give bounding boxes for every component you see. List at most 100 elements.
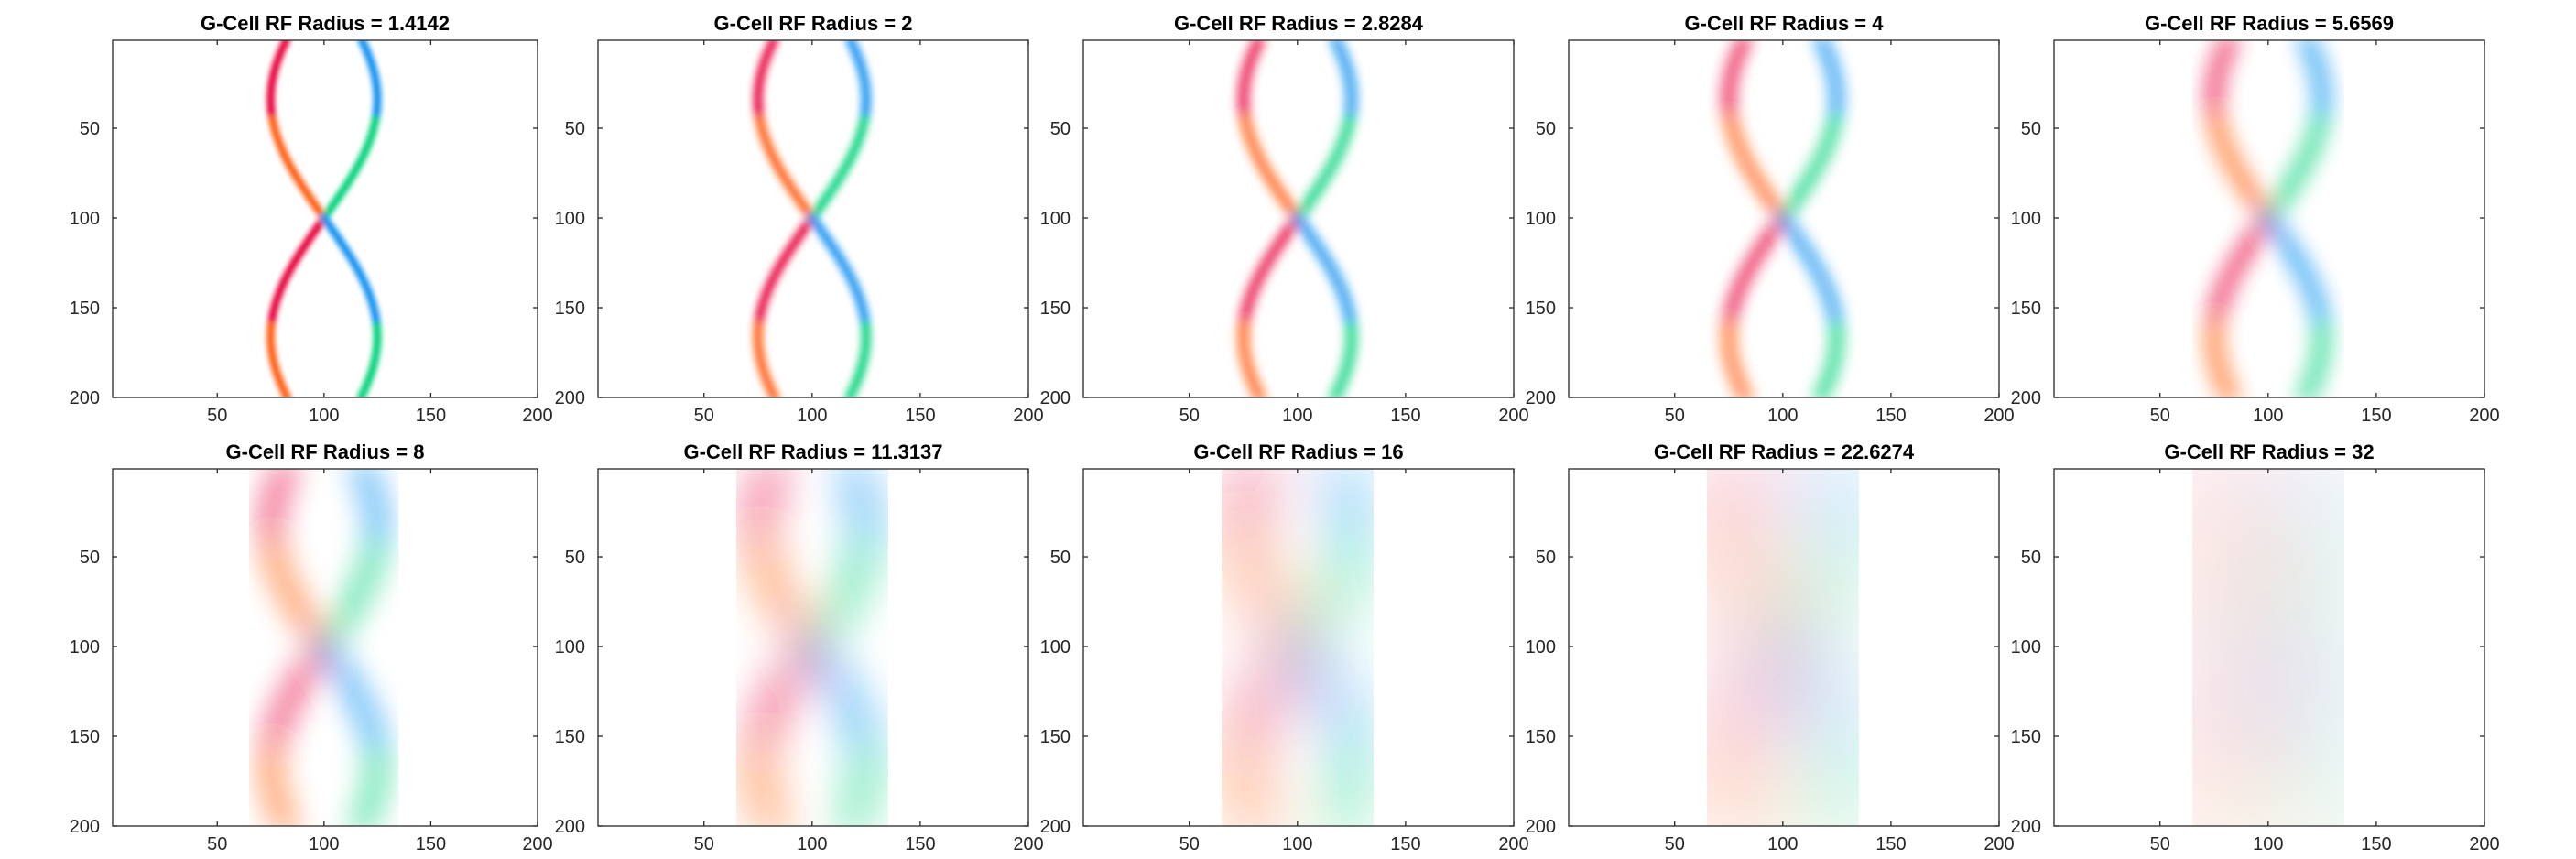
left-upper-lobe [262,469,295,556]
y-tick-label: 200 [555,817,585,837]
left-middle-lobe [1232,535,1310,658]
x-tick-label: 200 [1013,406,1043,426]
right-lower-lobe [320,213,381,330]
y-tick-label: 150 [70,727,100,747]
x-tick-label: 150 [416,406,446,426]
right-upper-lobe [357,40,382,124]
right-middle-lobe [317,539,384,653]
subplot-10: G-Cell RF Radius = 32 50 100 150 200 50 100 150… [2011,440,2500,854]
y-tick-label: 100 [555,637,585,658]
subplot-title: G-Cell RF Radius = 5.6569 [2145,12,2394,35]
image-content [2191,469,2345,826]
left-upper-lobe [2207,40,2237,126]
left-bottom-lobe [1723,320,1752,397]
left-middle-lobe [1724,114,1788,223]
left-lower-lobe [263,638,332,763]
right-bottom-lobe [1321,741,1364,826]
subplot-7: G-Cell RF Radius = 11.3137 50 100 150 200 50 1… [555,440,1044,854]
x-tick-label: 100 [2253,406,2283,426]
y-tick-label: 200 [1526,817,1556,837]
x-tick-label: 50 [1665,406,1685,426]
image-content [262,469,386,826]
subplot-1: G-Cell RF Radius = 1.4142 50 100 150 200 50 10… [70,12,553,426]
y-tick-label: 50 [1536,119,1556,139]
image-content [1723,40,1843,397]
y-tick-label: 150 [1040,299,1071,319]
x-tick-label: 50 [694,406,714,426]
right-middle-lobe [2263,112,2328,223]
y-tick-label: 200 [2011,817,2041,837]
left-middle-lobe [264,539,332,653]
right-bottom-lobe [2299,319,2330,397]
subplot-title: G-Cell RF Radius = 8 [226,440,425,463]
y-tick-label: 150 [70,299,100,319]
image-content [2207,40,2330,397]
right-lower-lobe [807,213,871,331]
left-bottom-lobe [262,745,296,826]
x-tick-label: 150 [2361,406,2391,426]
axes-frame [2053,468,2485,827]
y-tick-label: 100 [1526,209,1556,229]
x-tick-label: 200 [1013,834,1043,854]
right-lower-lobe [1292,212,1356,331]
subplot-title: G-Cell RF Radius = 1.4142 [201,12,450,35]
x-tick-label: 200 [1498,834,1528,854]
y-tick-label: 50 [1536,548,1556,568]
subplot-3: G-Cell RF Radius = 2.8284 50 100 150 200 50 10… [1040,12,1529,426]
subplot-title: G-Cell RF Radius = 11.3137 [683,440,942,463]
axes-frame [2053,39,2485,398]
x-tick-label: 50 [2150,834,2170,854]
x-tick-label: 50 [1665,834,1685,854]
x-tick-label: 100 [1767,834,1798,854]
right-bottom-lobe [356,321,382,397]
x-tick-label: 200 [2469,406,2499,426]
y-tick-label: 50 [565,548,585,568]
left-lower-lobe [1723,212,1788,332]
y-tick-label: 100 [1526,637,1556,658]
right-lower-lobe [2261,211,2329,332]
right-lower-lobe [1766,629,1853,771]
x-tick-label: 200 [522,406,552,426]
x-tick-label: 150 [1390,406,1420,426]
right-lower-lobe [1284,634,1364,767]
x-tick-label: 50 [694,834,714,854]
subplot-4: G-Cell RF Radius = 4 50 100 150 200 50 100 150 2… [1526,12,2015,426]
right-upper-lobe [2299,40,2329,126]
y-tick-label: 100 [70,637,100,658]
axes-frame [1082,39,1515,398]
y-tick-label: 200 [1040,388,1071,408]
x-tick-label: 150 [416,834,446,854]
axes-frame [597,468,1029,827]
y-tick-label: 150 [555,727,585,747]
axes-frame [597,39,1029,398]
left-lower-lobe [1239,212,1303,331]
left-bottom-lobe [1230,741,1274,826]
subplot-2: G-Cell RF Radius = 2 50 100 150 200 50 100 150 2… [555,12,1044,426]
y-tick-label: 50 [2021,548,2041,568]
x-tick-label: 100 [309,406,339,426]
right-middle-lobe [321,114,380,221]
y-tick-label: 50 [1050,548,1071,568]
y-tick-label: 100 [555,209,585,229]
left-bottom-lobe [2191,732,2254,826]
left-lower-lobe [266,213,329,330]
subplot-8: G-Cell RF Radius = 16 50 100 150 200 50 100 150… [1040,440,1529,854]
right-upper-lobe [1815,40,1842,125]
y-tick-label: 100 [1040,209,1071,229]
left-lower-lobe [2208,211,2275,332]
x-tick-label: 150 [1390,834,1420,854]
x-tick-label: 50 [207,406,227,426]
subplot-title: G-Cell RF Radius = 4 [1685,12,1885,35]
image-content [747,469,876,826]
x-tick-label: 100 [2253,834,2283,854]
y-tick-label: 200 [70,388,100,408]
x-tick-label: 50 [2150,406,2170,426]
right-bottom-lobe [839,744,876,826]
left-bottom-lobe [747,744,785,826]
right-lower-lobe [801,636,876,765]
right-upper-lobe [1331,40,1357,125]
x-tick-label: 50 [1179,834,1200,854]
x-tick-label: 50 [1179,406,1200,426]
image-content [753,40,871,397]
